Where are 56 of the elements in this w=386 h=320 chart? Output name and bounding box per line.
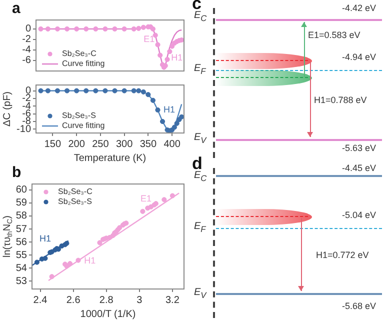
text: -4.42 eV: [342, 3, 376, 14]
x-tick-label: 3.2: [165, 294, 180, 306]
legend-label: Sb₂Se₃-S: [58, 197, 92, 206]
x-axis-title: 1000/T (1/K): [80, 308, 136, 320]
y-tick-label: 57: [16, 224, 28, 235]
chart-title: b: [12, 164, 22, 182]
legend-label: Curve fitting: [62, 121, 105, 130]
text: -5.04 eV: [342, 210, 376, 221]
x-tick-label: 300: [116, 138, 134, 150]
x-tick-label: 2.8: [99, 294, 114, 306]
y-tick-label: 60: [16, 184, 28, 196]
text: H1=0.788 eV: [314, 95, 367, 106]
y-tick-label: -2: [22, 34, 32, 46]
y-tick-label: 59: [16, 198, 28, 209]
x-tick-label: 400: [164, 138, 181, 150]
x-tick-label: 2.6: [66, 294, 81, 306]
x-axis-title: Temperature (K): [74, 152, 146, 164]
annotation: H1: [171, 52, 183, 62]
legend-label: Sb₂Se₃-S: [62, 111, 96, 120]
y-tick-label: 58: [16, 210, 28, 222]
x-tick-label: 250: [92, 138, 110, 150]
y-tick-label: 55: [16, 250, 28, 261]
text: E$_{C}$: [194, 170, 207, 184]
y-tick-label: 53: [16, 276, 28, 287]
text: E$_{F}$: [194, 63, 206, 77]
text: -4.45 eV: [342, 163, 376, 174]
legend-label: Sb₂Se₃-C: [62, 49, 97, 58]
annotation: H1: [39, 233, 51, 244]
x-tick-label: 2.4: [33, 294, 48, 306]
text: -5.68 eV: [342, 301, 376, 312]
y-tick-label: 54: [16, 262, 28, 274]
y-tick-label: 56: [16, 236, 28, 248]
text: E$_{C}$: [194, 10, 207, 24]
text: E1=0.583 eV: [308, 30, 360, 41]
text: E$_{F}$: [194, 221, 206, 235]
y-tick-label: -4: [22, 44, 32, 56]
y-tick-label: -10: [16, 124, 32, 135]
x-tick-label: 3: [136, 294, 143, 306]
legend-label: Curve fitting: [62, 59, 105, 68]
x-tick-label: 150: [44, 138, 62, 150]
annotation: H1: [84, 255, 96, 266]
chart-title: a: [12, 0, 21, 18]
annotation: E1: [140, 193, 152, 204]
text: E$_{V}$: [194, 132, 206, 146]
text: H1=0.772 eV: [316, 250, 369, 261]
y-tick-label: -6: [22, 55, 32, 66]
text: -5.63 eV: [342, 143, 376, 154]
annotation: E1: [144, 34, 155, 44]
x-tick-label: 200: [68, 138, 86, 150]
text: -4.94 eV: [342, 52, 376, 63]
x-tick-label: 350: [140, 138, 157, 150]
y-tick-label: 0: [25, 24, 32, 35]
y-axis-title: ΔC (pF): [2, 91, 13, 127]
text: E$_{V}$: [194, 287, 206, 301]
annotation: H1: [163, 104, 175, 114]
legend-label: Sb₂Se₃-C: [58, 187, 93, 196]
